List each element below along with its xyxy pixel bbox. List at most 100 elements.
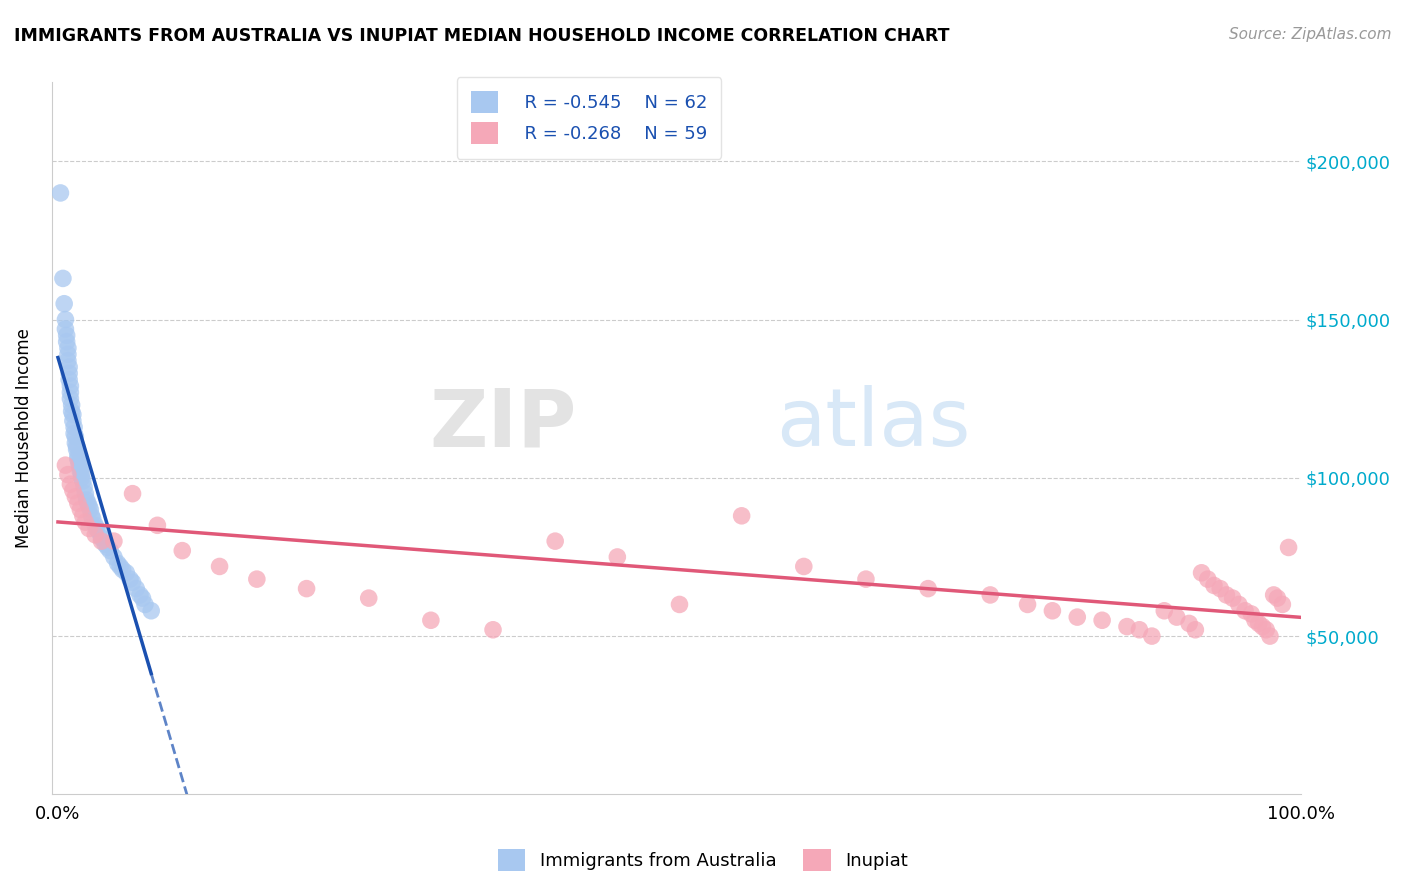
Point [1209, 582, 1232, 596]
Point [419, 613, 441, 627]
Point [1091, 613, 1114, 627]
Text: IMMIGRANTS FROM AUSTRALIA VS INUPIAT MEDIAN HOUSEHOLD INCOME CORRELATION CHART: IMMIGRANTS FROM AUSTRALIA VS INUPIAT MED… [14, 27, 949, 45]
Point [65, 490, 87, 504]
Point [76, 496, 98, 510]
Point [1215, 588, 1237, 602]
Point [56, 341, 79, 355]
Point [49, 186, 72, 200]
Point [69, 461, 91, 475]
Point [70, 471, 93, 485]
Point [1240, 607, 1263, 621]
Point [59, 379, 82, 393]
Point [1256, 623, 1278, 637]
Point [129, 588, 152, 602]
Point [59, 385, 82, 400]
Point [65, 430, 87, 444]
Point [103, 549, 125, 564]
Point [1178, 616, 1201, 631]
Point [73, 480, 96, 494]
Point [1153, 604, 1175, 618]
Point [72, 508, 94, 523]
Point [121, 575, 143, 590]
Point [76, 493, 98, 508]
Point [75, 486, 97, 500]
Point [108, 559, 131, 574]
Point [107, 556, 129, 570]
Point [111, 563, 134, 577]
Point [979, 588, 1001, 602]
Point [1197, 572, 1219, 586]
Point [65, 442, 87, 457]
Point [1128, 623, 1150, 637]
Point [1271, 598, 1294, 612]
Point [82, 512, 104, 526]
Point [67, 455, 90, 469]
Point [70, 467, 93, 482]
Point [67, 458, 90, 472]
Point [295, 582, 318, 596]
Point [66, 496, 89, 510]
Point [60, 398, 83, 412]
Point [77, 521, 100, 535]
Point [55, 312, 77, 326]
Point [62, 408, 84, 422]
Point [84, 518, 107, 533]
Point [69, 465, 91, 479]
Point [55, 458, 77, 472]
Point [90, 531, 112, 545]
Point [66, 451, 89, 466]
Point [482, 623, 505, 637]
Point [97, 541, 120, 555]
Point [1166, 610, 1188, 624]
Point [98, 543, 121, 558]
Point [1251, 619, 1274, 633]
Point [56, 467, 79, 482]
Point [69, 502, 91, 516]
Point [79, 502, 101, 516]
Point [1277, 541, 1299, 555]
Point [63, 426, 86, 441]
Point [1244, 613, 1267, 627]
Point [1267, 591, 1289, 606]
Point [94, 537, 117, 551]
Point [86, 521, 108, 535]
Y-axis label: Median Household Income: Median Household Income [15, 328, 32, 549]
Point [58, 367, 80, 381]
Legend:   R = -0.545    N = 62,   R = -0.268    N = 59: R = -0.545 N = 62, R = -0.268 N = 59 [457, 77, 721, 159]
Text: atlas: atlas [776, 385, 970, 463]
Point [59, 477, 82, 491]
Point [1017, 598, 1039, 612]
Point [544, 534, 567, 549]
Point [55, 328, 77, 343]
Point [730, 508, 752, 523]
Point [75, 515, 97, 529]
Point [172, 543, 194, 558]
Point [66, 449, 89, 463]
Point [58, 373, 80, 387]
Point [668, 598, 690, 612]
Point [793, 559, 815, 574]
Point [125, 582, 148, 596]
Point [62, 483, 84, 498]
Point [60, 404, 83, 418]
Point [606, 549, 628, 564]
Point [146, 518, 169, 533]
Point [80, 508, 103, 523]
Point [357, 591, 380, 606]
Point [65, 439, 87, 453]
Point [59, 392, 82, 406]
Point [1247, 616, 1270, 631]
Point [55, 334, 77, 349]
Point [120, 572, 142, 586]
Point [103, 534, 125, 549]
Legend: Immigrants from Australia, Inupiat: Immigrants from Australia, Inupiat [491, 842, 915, 879]
Point [1066, 610, 1088, 624]
Point [141, 604, 163, 618]
Point [1191, 566, 1213, 580]
Point [1140, 629, 1163, 643]
Point [84, 528, 107, 542]
Point [52, 271, 75, 285]
Point [77, 500, 100, 514]
Text: ZIP: ZIP [429, 385, 576, 463]
Point [1042, 604, 1064, 618]
